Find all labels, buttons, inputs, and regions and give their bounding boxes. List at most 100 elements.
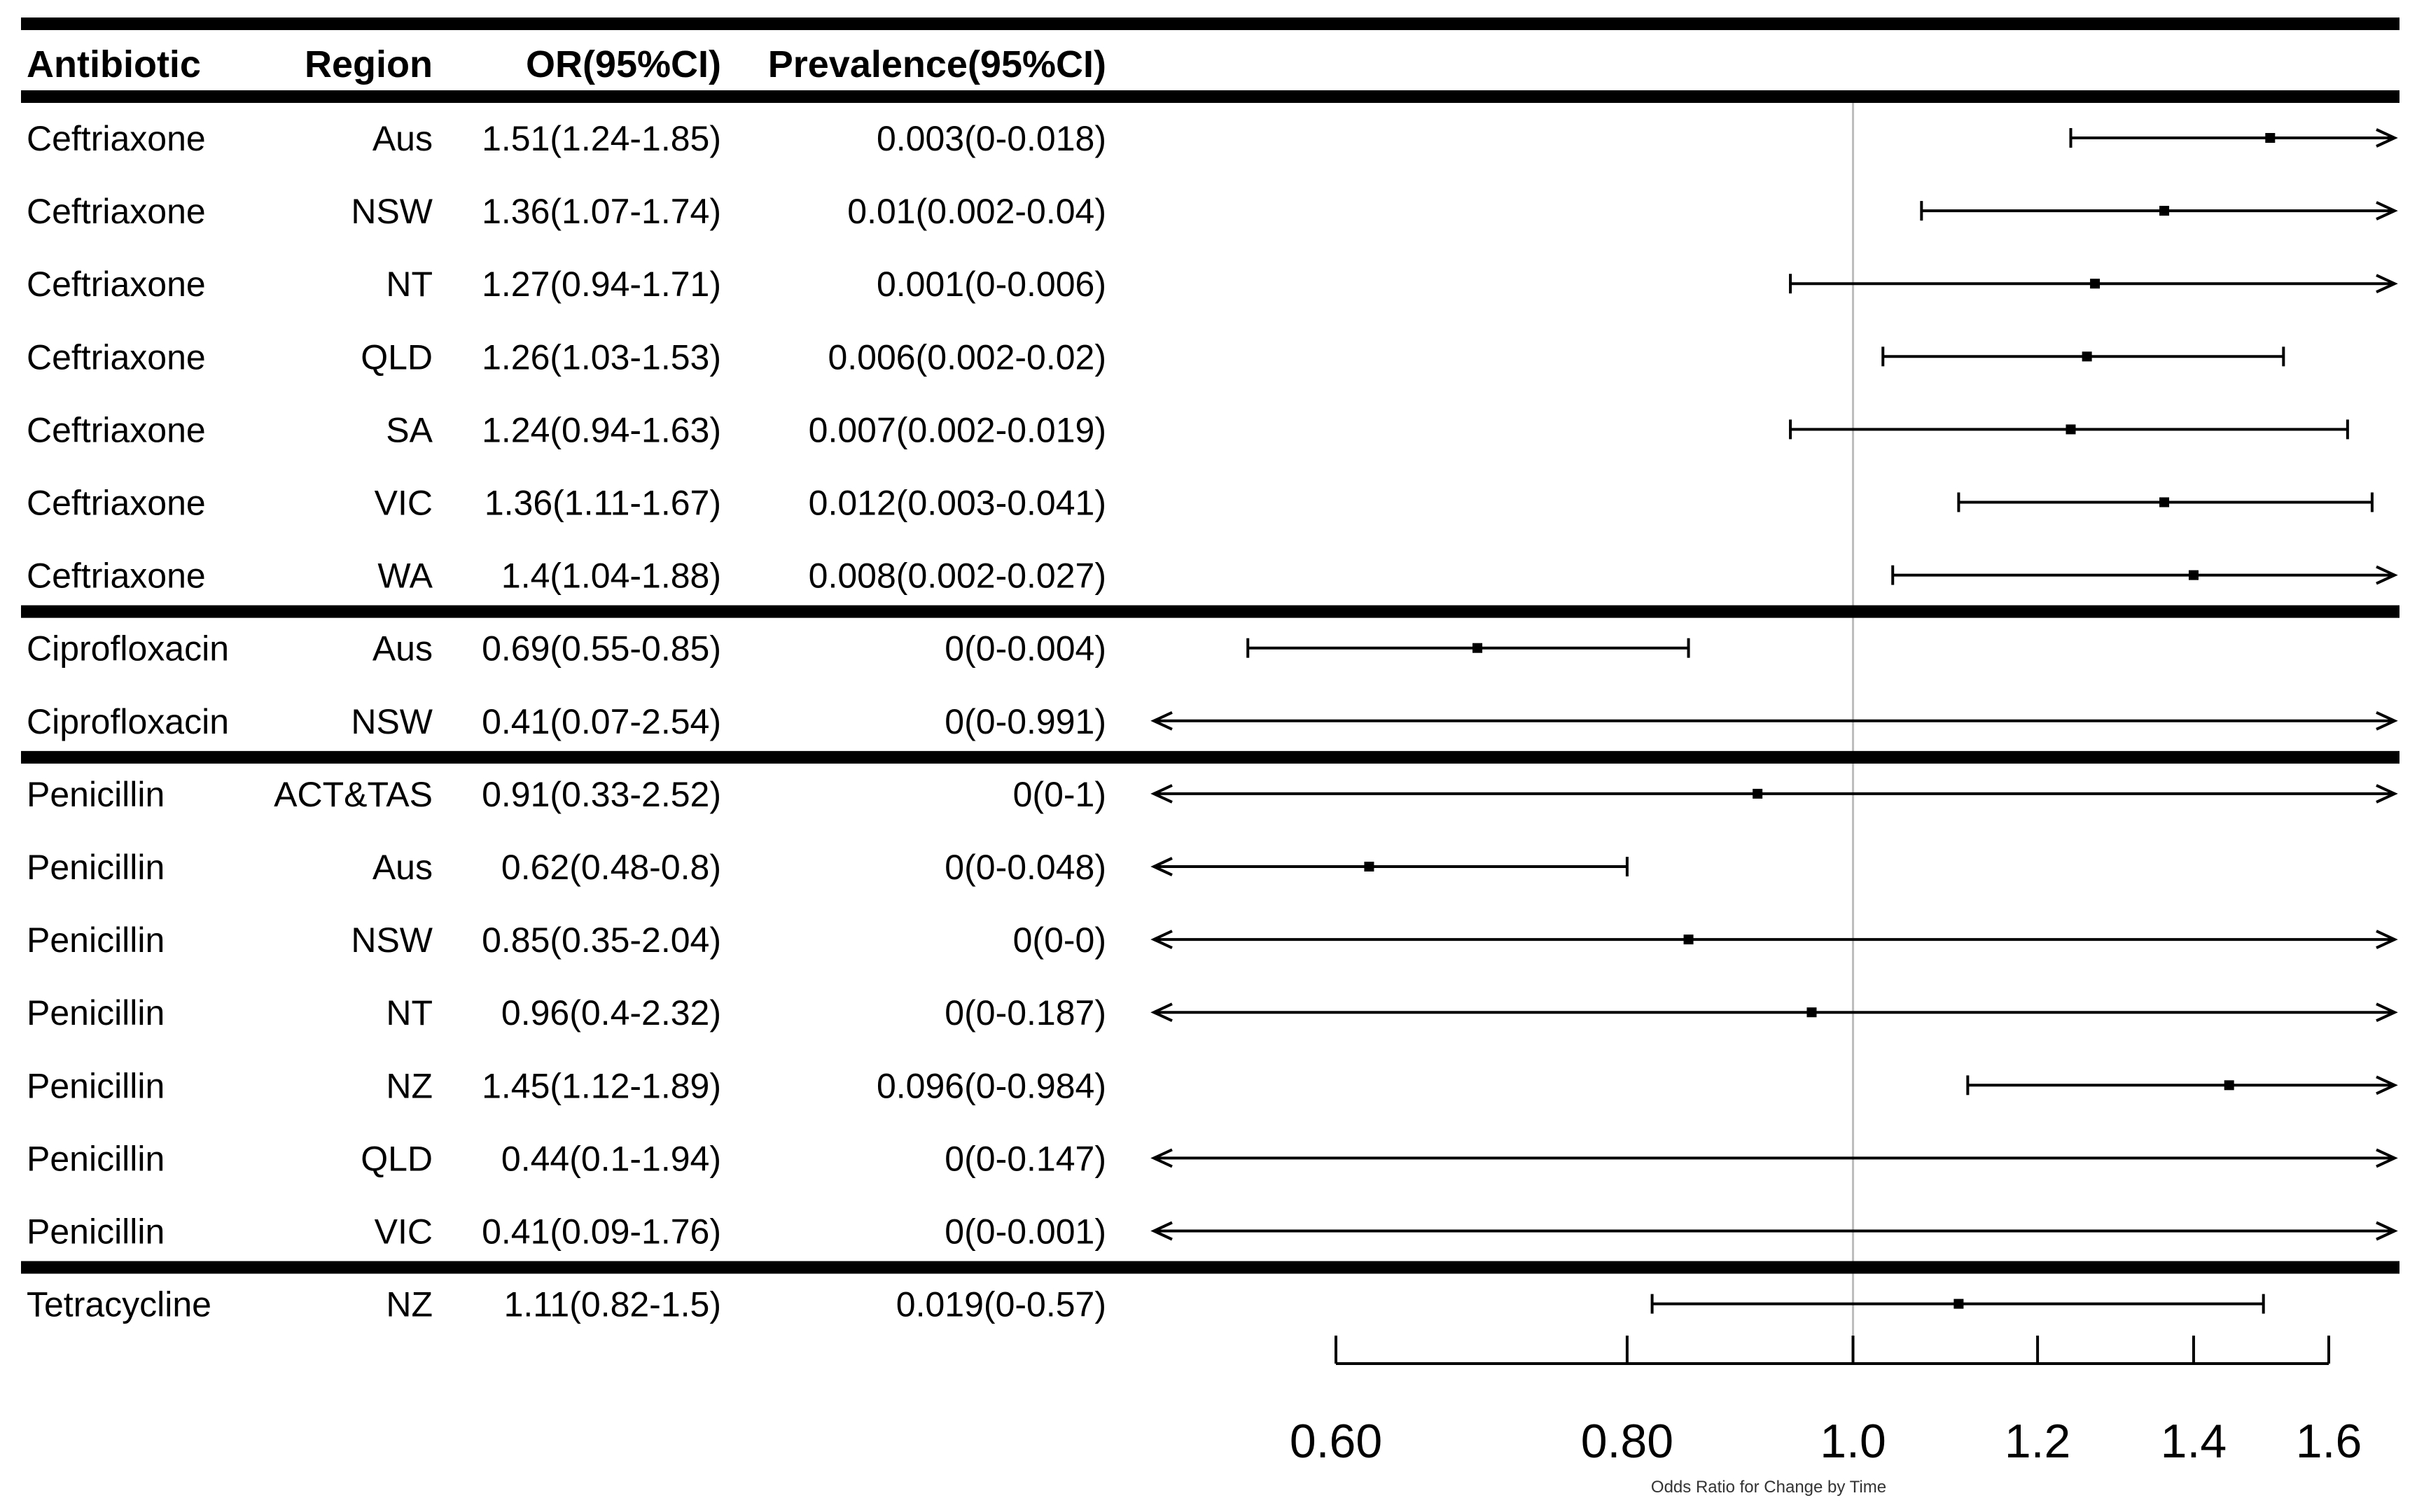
or-ci-text: 0.44(0.1-1.94) (501, 1139, 721, 1178)
antibiotic-label: Tetracycline (27, 1285, 211, 1324)
or-ci-text: 0.85(0.35-2.04) (482, 920, 721, 960)
point-estimate (1472, 643, 1483, 653)
prevalence-ci-text: 0.019(0-0.57) (896, 1285, 1106, 1324)
region-label: Aus (372, 848, 433, 887)
region-label: VIC (375, 1212, 433, 1252)
prevalence-ci-text: 0.01(0.002-0.04) (847, 192, 1106, 231)
point-estimate (2159, 497, 2170, 507)
x-tick-label: 1.0 (1820, 1415, 1886, 1468)
x-tick-label: 0.60 (1290, 1415, 1382, 1468)
prevalence-ci-text: 0.003(0-0.018) (877, 119, 1106, 158)
or-ci-text: 1.11(0.82-1.5) (504, 1285, 721, 1324)
prevalence-ci-text: 0.012(0.003-0.041) (809, 484, 1106, 523)
ci-arrow-left (1150, 1002, 1173, 1023)
point-estimate (2066, 424, 2076, 435)
ci-arrow-right (2376, 710, 2398, 731)
region-label: WA (377, 556, 433, 596)
antibiotic-label: Ceftriaxone (27, 265, 206, 304)
ci-arrow-left (1150, 857, 1173, 876)
ci-arrow-right (2376, 1148, 2398, 1168)
x-tick-label: 1.6 (2296, 1415, 2362, 1468)
point-estimate (1364, 862, 1374, 872)
ci-arrow-right (2376, 1075, 2398, 1096)
ci-arrow-right (2376, 784, 2398, 804)
prevalence-ci-text: 0(0-0) (1013, 920, 1106, 960)
point-estimate (2082, 351, 2092, 362)
x-tick-label: 1.4 (2161, 1415, 2227, 1468)
ci-arrow-right (2376, 274, 2398, 294)
or-ci-text: 1.45(1.12-1.89) (482, 1066, 721, 1105)
header-rule (21, 90, 2399, 103)
prevalence-ci-text: 0.008(0.002-0.027) (809, 556, 1106, 596)
ci-arrow-left (1150, 930, 1173, 949)
region-label: Aus (372, 629, 433, 668)
or-ci-text: 0.41(0.07-2.54) (482, 702, 721, 741)
group-separator (21, 1261, 2399, 1274)
region-label: ACT&TAS (274, 775, 433, 814)
region-label: NSW (351, 192, 433, 231)
or-ci-text: 1.4(1.04-1.88) (501, 556, 721, 596)
antibiotic-label: Ciprofloxacin (27, 629, 229, 668)
antibiotic-label: Ceftriaxone (27, 119, 206, 158)
or-ci-text: 1.27(0.94-1.71) (482, 265, 721, 304)
or-ci-text: 1.24(0.94-1.63) (482, 410, 721, 449)
antibiotic-label: Penicillin (27, 1139, 165, 1178)
header-region: Region (305, 43, 433, 85)
antibiotic-label: Penicillin (27, 1212, 165, 1252)
or-ci-text: 0.62(0.48-0.8) (501, 848, 721, 887)
point-estimate (2265, 133, 2276, 143)
top-rule (21, 18, 2399, 30)
prevalence-ci-text: 0.007(0.002-0.019) (809, 410, 1106, 449)
point-estimate (1953, 1298, 1964, 1309)
point-estimate (1683, 934, 1694, 945)
ci-arrow-right (2376, 1002, 2398, 1023)
prevalence-ci-text: 0(0-0.001) (945, 1212, 1106, 1252)
ci-arrow-left (1150, 1221, 1173, 1241)
ci-arrow-right (2376, 201, 2398, 220)
prevalence-ci-text: 0.006(0.002-0.02) (828, 337, 1106, 377)
prevalence-ci-text: 0(0-0.147) (945, 1139, 1106, 1178)
or-ci-text: 0.96(0.4-2.32) (501, 993, 721, 1032)
point-estimate (1753, 788, 1763, 799)
header-prevalence: Prevalence(95%CI) (768, 43, 1106, 85)
region-label: NSW (351, 920, 433, 960)
region-label: NT (386, 265, 433, 304)
or-ci-text: 1.51(1.24-1.85) (482, 119, 721, 158)
or-ci-text: 1.36(1.11-1.67) (485, 484, 721, 523)
antibiotic-label: Ceftriaxone (27, 484, 206, 523)
prevalence-ci-text: 0(0-0.187) (945, 993, 1106, 1032)
or-ci-text: 1.26(1.03-1.53) (482, 337, 721, 377)
region-label: SA (386, 410, 433, 449)
ci-arrow-right (2376, 930, 2398, 949)
point-estimate (2159, 206, 2170, 216)
prevalence-ci-text: 0(0-0.991) (945, 702, 1106, 741)
ci-arrow-left (1150, 710, 1173, 731)
antibiotic-label: Ciprofloxacin (27, 702, 229, 741)
antibiotic-label: Ceftriaxone (27, 556, 206, 596)
x-tick-label: 0.80 (1581, 1415, 1673, 1468)
antibiotic-label: Penicillin (27, 1066, 165, 1105)
antibiotic-label: Ceftriaxone (27, 192, 206, 231)
region-label: NZ (386, 1066, 433, 1105)
region-label: NT (386, 993, 433, 1032)
region-label: NSW (351, 702, 433, 741)
antibiotic-label: Penicillin (27, 993, 165, 1032)
point-estimate (2224, 1080, 2234, 1091)
ci-arrow-left (1150, 1148, 1173, 1168)
region-label: QLD (361, 1139, 433, 1178)
point-estimate (1806, 1007, 1817, 1018)
or-ci-text: 0.91(0.33-2.52) (482, 775, 721, 814)
or-ci-text: 1.36(1.07-1.74) (482, 192, 721, 231)
antibiotic-label: Penicillin (27, 775, 165, 814)
region-label: Aus (372, 119, 433, 158)
point-estimate (2090, 279, 2101, 289)
x-axis-label: Odds Ratio for Change by Time (1651, 1478, 1886, 1497)
prevalence-ci-text: 0(0-0.004) (945, 629, 1106, 668)
prevalence-ci-text: 0.001(0-0.006) (877, 265, 1106, 304)
ci-arrow-right (2376, 128, 2398, 148)
or-ci-text: 0.69(0.55-0.85) (482, 629, 721, 668)
region-label: NZ (386, 1285, 433, 1324)
header-or: OR(95%CI) (526, 43, 721, 85)
header-antibiotic: Antibiotic (27, 43, 201, 85)
